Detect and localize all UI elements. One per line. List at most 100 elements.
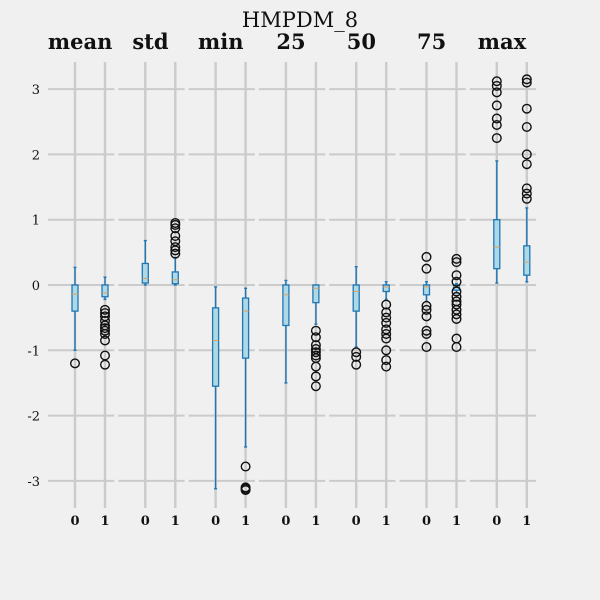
x-tick-label: 0 xyxy=(281,514,290,529)
outlier-point xyxy=(381,307,392,318)
x-tick-label: 1 xyxy=(100,514,109,529)
panel-title: min xyxy=(198,29,243,54)
box-iqr xyxy=(523,245,531,276)
box-iqr xyxy=(282,284,290,327)
outlier-point xyxy=(310,340,321,351)
x-tick-label: 0 xyxy=(70,514,79,529)
outlier-point xyxy=(491,87,502,98)
x-tick-label: 0 xyxy=(422,514,431,529)
y-tick-label: 0 xyxy=(32,279,40,294)
outlier-point xyxy=(170,248,181,259)
x-tick-label: 1 xyxy=(311,514,320,529)
y-tick-label: 1 xyxy=(32,214,40,229)
outlier-point xyxy=(381,355,392,366)
panel-std: std 0 1 xyxy=(132,29,181,529)
outlier-point xyxy=(421,311,432,322)
outlier-point xyxy=(69,358,80,369)
outlier-point xyxy=(99,335,110,346)
outlier-point xyxy=(381,312,392,323)
y-tick-label: -1 xyxy=(27,344,40,359)
panel-min: min 0 1 xyxy=(198,29,251,529)
y-tick-label: 3 xyxy=(32,83,40,98)
outlier-point xyxy=(491,80,502,91)
outlier-point xyxy=(240,485,251,496)
outlier-point xyxy=(491,113,502,124)
outlier-point xyxy=(451,253,462,264)
panel-75: 75 0 1 xyxy=(417,29,462,529)
outlier-point xyxy=(310,361,321,372)
box-std-0 xyxy=(141,239,149,286)
outlier-point xyxy=(310,347,321,358)
box-iqr xyxy=(211,307,220,387)
outlier-point xyxy=(451,291,462,302)
x-tick-label: 1 xyxy=(522,514,531,529)
outlier-point xyxy=(451,257,462,268)
box-iqr xyxy=(171,271,179,285)
outlier-point xyxy=(451,286,462,297)
panel-title: mean xyxy=(48,29,112,54)
outlier-point xyxy=(521,149,532,160)
outlier-point xyxy=(381,345,392,356)
outlier-point xyxy=(170,231,181,242)
outlier-point xyxy=(351,359,362,370)
outlier-point xyxy=(99,359,110,370)
box-iqr xyxy=(101,284,109,298)
panel-50: 50 0 1 xyxy=(347,29,392,529)
panel-25: 25 0 1 xyxy=(276,29,321,529)
outlier-point xyxy=(451,313,462,324)
outlier-point xyxy=(491,120,502,131)
panels: mean 0 1 std 0 1 min 0 1 25 0 1 50 0 1 75 0 1 max 0 1 xyxy=(48,29,532,529)
outlier-point xyxy=(491,100,502,111)
box-max-1 xyxy=(521,74,532,283)
box-mean-0 xyxy=(69,266,80,369)
box-iqr xyxy=(141,262,149,284)
outlier-point xyxy=(521,183,532,194)
outlier-point xyxy=(421,263,432,274)
box-iqr xyxy=(382,284,390,293)
outlier-point xyxy=(99,328,110,339)
outlier-point xyxy=(491,76,502,87)
outlier-point xyxy=(381,317,392,328)
panel-title: 25 xyxy=(276,29,305,54)
outlier-point xyxy=(421,342,432,353)
box-max-0 xyxy=(491,76,502,284)
outlier-point xyxy=(351,351,362,362)
outlier-point xyxy=(310,350,321,361)
x-tick-label: 1 xyxy=(382,514,391,529)
box-50-0 xyxy=(351,266,362,370)
outlier-point xyxy=(521,193,532,204)
outlier-point xyxy=(99,308,110,319)
box-iqr xyxy=(422,284,431,296)
outlier-point xyxy=(451,309,462,320)
outlier-point xyxy=(351,347,362,358)
outlier-point xyxy=(99,323,110,334)
outlier-point xyxy=(521,159,532,170)
x-tick-label: 0 xyxy=(211,514,220,529)
outlier-point xyxy=(421,304,432,315)
outlier-point xyxy=(521,121,532,132)
box-iqr xyxy=(493,219,501,270)
outlier-point xyxy=(310,371,321,382)
box-25-1 xyxy=(310,284,321,392)
outlier-point xyxy=(451,299,462,310)
box-iqr xyxy=(71,284,79,312)
outlier-point xyxy=(421,325,432,336)
outlier-point xyxy=(381,299,392,310)
box-min-0 xyxy=(211,286,220,490)
box-75-0 xyxy=(421,251,432,353)
box-iqr xyxy=(241,297,250,359)
y-tick-label: -2 xyxy=(27,410,40,425)
outlier-point xyxy=(421,251,432,262)
box-min-1 xyxy=(240,287,251,496)
outlier-point xyxy=(170,217,181,228)
outlier-point xyxy=(451,270,462,281)
y-tick-label: 2 xyxy=(32,148,40,163)
outlier-point xyxy=(381,361,392,372)
panel-title: max xyxy=(478,29,527,54)
box-mean-1 xyxy=(99,276,110,370)
y-axis-ticks: -3 -2 -1 0 1 2 3 xyxy=(27,83,40,490)
outlier-point xyxy=(421,300,432,311)
panel-title: 50 xyxy=(347,29,376,54)
